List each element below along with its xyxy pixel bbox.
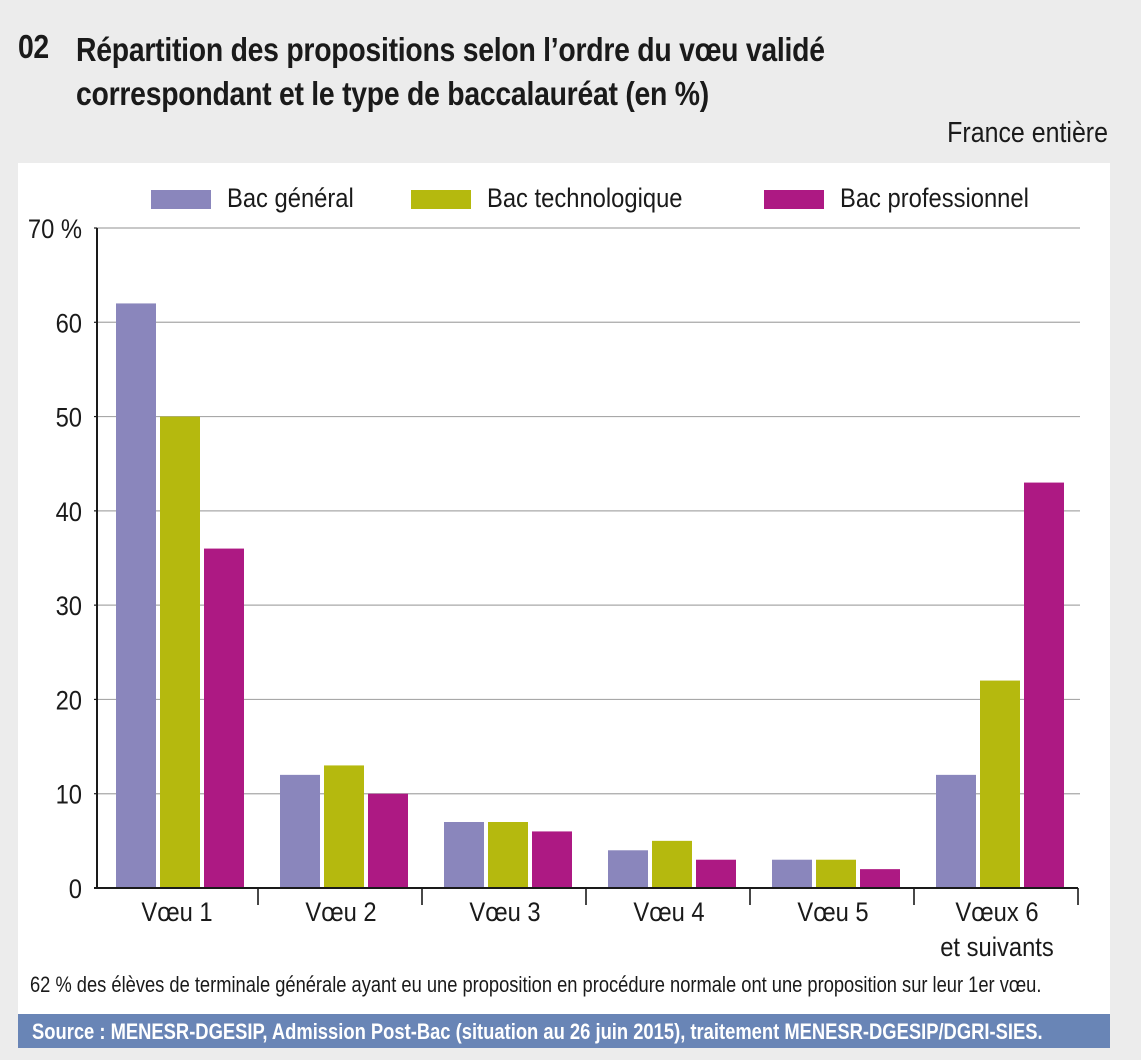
geographic-scope: France entière xyxy=(947,117,1108,149)
y-tick-label: 0 xyxy=(69,875,82,905)
bar xyxy=(532,831,572,888)
bar xyxy=(696,859,736,888)
legend-swatch-bac-professionnel xyxy=(764,190,824,209)
chart-title-line-2: correspondant et le type de baccalauréat… xyxy=(76,75,709,112)
bar xyxy=(368,793,408,888)
x-category-labels: Vœu 1 Vœu 2 Vœu 3 Vœu 4 Vœu 5 Vœux 6 et suivan… xyxy=(141,898,1053,963)
x-category-label: Vœu 3 xyxy=(469,898,540,928)
source-text: Source : MENESR-DGESIP, Admission Post-B… xyxy=(32,1019,1043,1044)
source-bar: Source : MENESR-DGESIP, Admission Post-B… xyxy=(18,1014,1110,1048)
axes xyxy=(94,227,1079,905)
x-category-label: Vœux 6 xyxy=(955,898,1038,928)
chart-note: 62 % des élèves de terminale générale ay… xyxy=(30,972,1042,997)
bar xyxy=(280,774,320,888)
legend-label: Bac général xyxy=(227,183,354,213)
legend-label: Bac technologique xyxy=(487,183,683,213)
y-tick-label: 10 xyxy=(56,780,82,810)
bar xyxy=(444,822,484,888)
chart-title: Répartition des propositions selon l’ord… xyxy=(76,28,936,116)
x-category-label: Vœu 1 xyxy=(141,898,212,928)
x-category-label: et suivants xyxy=(940,933,1054,963)
y-tick-label: 70 % xyxy=(28,215,82,245)
y-tick-labels: 0 10 20 30 40 50 60 70 % xyxy=(28,215,82,905)
chart-title-line-1: Répartition des propositions selon l’ord… xyxy=(76,31,825,68)
legend-swatch-bac-technologique xyxy=(411,190,471,209)
bar xyxy=(488,822,528,888)
legend-label: Bac professionnel xyxy=(840,183,1029,213)
bar xyxy=(324,765,364,888)
y-tick-label: 20 xyxy=(56,686,82,716)
figure-number: 02 xyxy=(18,28,49,65)
bar xyxy=(116,303,156,888)
gridlines xyxy=(97,227,1080,795)
bars xyxy=(116,303,1064,888)
bar xyxy=(160,416,200,888)
y-tick-label: 30 xyxy=(56,592,82,622)
bar xyxy=(980,680,1020,888)
bar xyxy=(816,859,856,888)
y-tick-label: 50 xyxy=(56,403,82,433)
bar xyxy=(652,840,692,888)
bar xyxy=(1024,482,1064,888)
bar xyxy=(608,850,648,888)
x-category-label: Vœu 2 xyxy=(305,898,376,928)
y-tick-label: 60 xyxy=(56,309,82,339)
legend-swatch-bac-general xyxy=(151,190,211,209)
bar xyxy=(204,548,244,888)
bar xyxy=(936,774,976,888)
bar xyxy=(860,869,900,888)
y-tick-label: 40 xyxy=(56,498,82,528)
x-category-label: Vœu 5 xyxy=(797,898,868,928)
bar xyxy=(772,859,812,888)
x-category-label: Vœu 4 xyxy=(633,898,704,928)
